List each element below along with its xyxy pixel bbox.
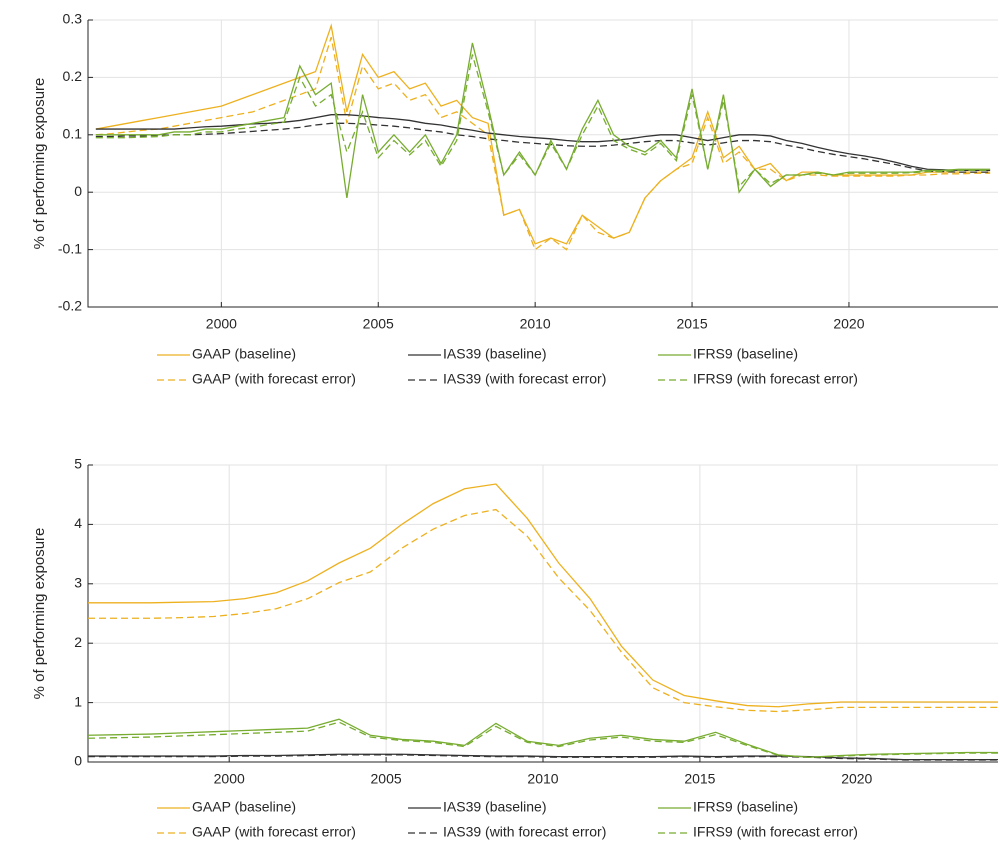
- legend-label: IAS39 (baseline): [443, 346, 547, 362]
- x-tick-label: 2015: [684, 771, 715, 787]
- axes-frame: [87, 465, 998, 763]
- x-tick-label: 2010: [520, 316, 551, 332]
- y-tick-label: 3: [74, 575, 82, 591]
- y-tick-label: 0.3: [63, 11, 83, 27]
- legend-label: IAS39 (with forecast error): [443, 824, 606, 840]
- legend-label: GAAP (with forecast error): [192, 371, 356, 387]
- y-tick-label: 4: [74, 515, 82, 531]
- x-tick-label: 2010: [527, 771, 558, 787]
- y-tick-label: 2: [74, 634, 82, 650]
- y-tick-label: 0.2: [63, 68, 83, 84]
- x-tick-label: 2005: [371, 771, 402, 787]
- series-line: [88, 754, 998, 761]
- axes-frame: [87, 20, 998, 308]
- series-line: [88, 508, 998, 713]
- series-line: [95, 54, 991, 188]
- y-tick-label: 0.1: [63, 126, 83, 142]
- legend-label: IFRS9 (baseline): [693, 346, 798, 362]
- y-axis-label: % of performing exposure: [31, 528, 48, 700]
- legend-label: IFRS9 (with forecast error): [693, 824, 858, 840]
- y-tick-label: 1: [74, 693, 82, 709]
- series-line: [88, 483, 998, 708]
- legend-label: IAS39 (baseline): [443, 799, 547, 815]
- x-tick-label: 2020: [841, 771, 872, 787]
- series-line: [95, 23, 991, 245]
- y-tick-label: 5: [74, 456, 82, 472]
- x-tick-label: 2015: [676, 316, 707, 332]
- legend-label: IFRS9 (with forecast error): [693, 371, 858, 387]
- plot-area: [88, 20, 998, 307]
- legend-label: IFRS9 (baseline): [693, 799, 798, 815]
- x-tick-label: 2000: [206, 316, 237, 332]
- y-tick-label: -0.2: [58, 298, 82, 314]
- y-tick-label: 0: [74, 753, 82, 769]
- series-line: [88, 718, 998, 758]
- y-tick-label: 0: [74, 183, 82, 199]
- legend-label: GAAP (baseline): [192, 346, 296, 362]
- x-tick-label: 2020: [833, 316, 864, 332]
- y-axis-label: % of performing exposure: [31, 78, 48, 250]
- legend-label: GAAP (with forecast error): [192, 824, 356, 840]
- legend-label: GAAP (baseline): [192, 799, 296, 815]
- x-tick-label: 2000: [214, 771, 245, 787]
- x-tick-label: 2005: [363, 316, 394, 332]
- y-tick-label: -0.1: [58, 240, 82, 256]
- series-line: [95, 122, 991, 173]
- legend-label: IAS39 (with forecast error): [443, 371, 606, 387]
